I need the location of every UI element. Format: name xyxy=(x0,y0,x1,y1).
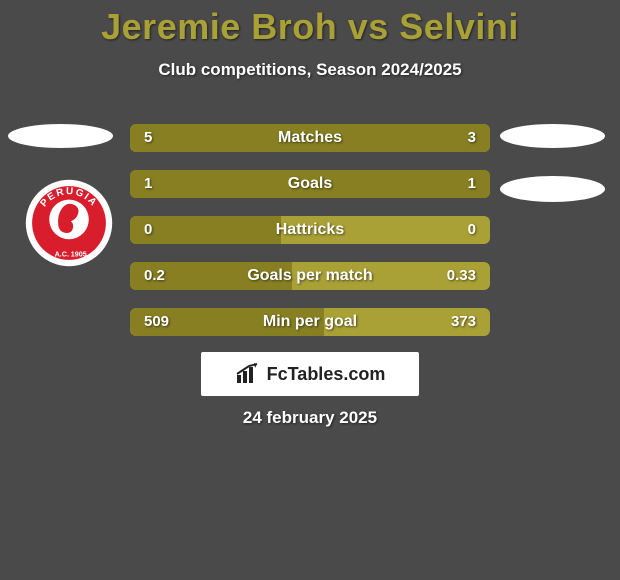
badge-sub: A.C. xyxy=(55,249,69,258)
page-title: Jeremie Broh vs Selvini xyxy=(0,6,620,48)
subtitle: Club competitions, Season 2024/2025 xyxy=(0,60,620,80)
badge-year: 1905 xyxy=(71,249,87,258)
stats-table: 5Matches3 1Goals1 0Hattricks0 0.2Goals per … xyxy=(130,124,490,354)
stat-bar-right xyxy=(292,170,490,198)
stat-bar-left xyxy=(130,216,281,244)
stat-bar-left xyxy=(130,170,292,198)
stat-row: 0.2Goals per match0.33 xyxy=(130,262,490,290)
stat-value-right: 0 xyxy=(468,216,476,244)
bars-icon xyxy=(235,363,261,385)
stat-value-right: 0.33 xyxy=(447,262,476,290)
stat-row: 0Hattricks0 xyxy=(130,216,490,244)
team-right-flag-placeholder-2 xyxy=(500,176,605,202)
comparison-widget: Jeremie Broh vs Selvini Club competition… xyxy=(0,0,620,580)
stat-value-right: 373 xyxy=(451,308,476,336)
stat-bar-left xyxy=(130,262,292,290)
date-label: 24 february 2025 xyxy=(0,408,620,428)
stat-bar-left xyxy=(130,308,324,336)
stat-bar-left xyxy=(130,124,303,152)
club-badge-left: PERUGIA A.C. 1905 xyxy=(24,178,114,268)
brand-text: FcTables.com xyxy=(267,364,386,385)
stat-row: 1Goals1 xyxy=(130,170,490,198)
stat-row: 5Matches3 xyxy=(130,124,490,152)
team-right-flag-placeholder xyxy=(500,124,605,148)
team-left-flag-placeholder xyxy=(8,124,113,148)
stat-bar-right xyxy=(303,124,490,152)
stat-row: 509Min per goal373 xyxy=(130,308,490,336)
brand-link[interactable]: FcTables.com xyxy=(201,352,419,396)
